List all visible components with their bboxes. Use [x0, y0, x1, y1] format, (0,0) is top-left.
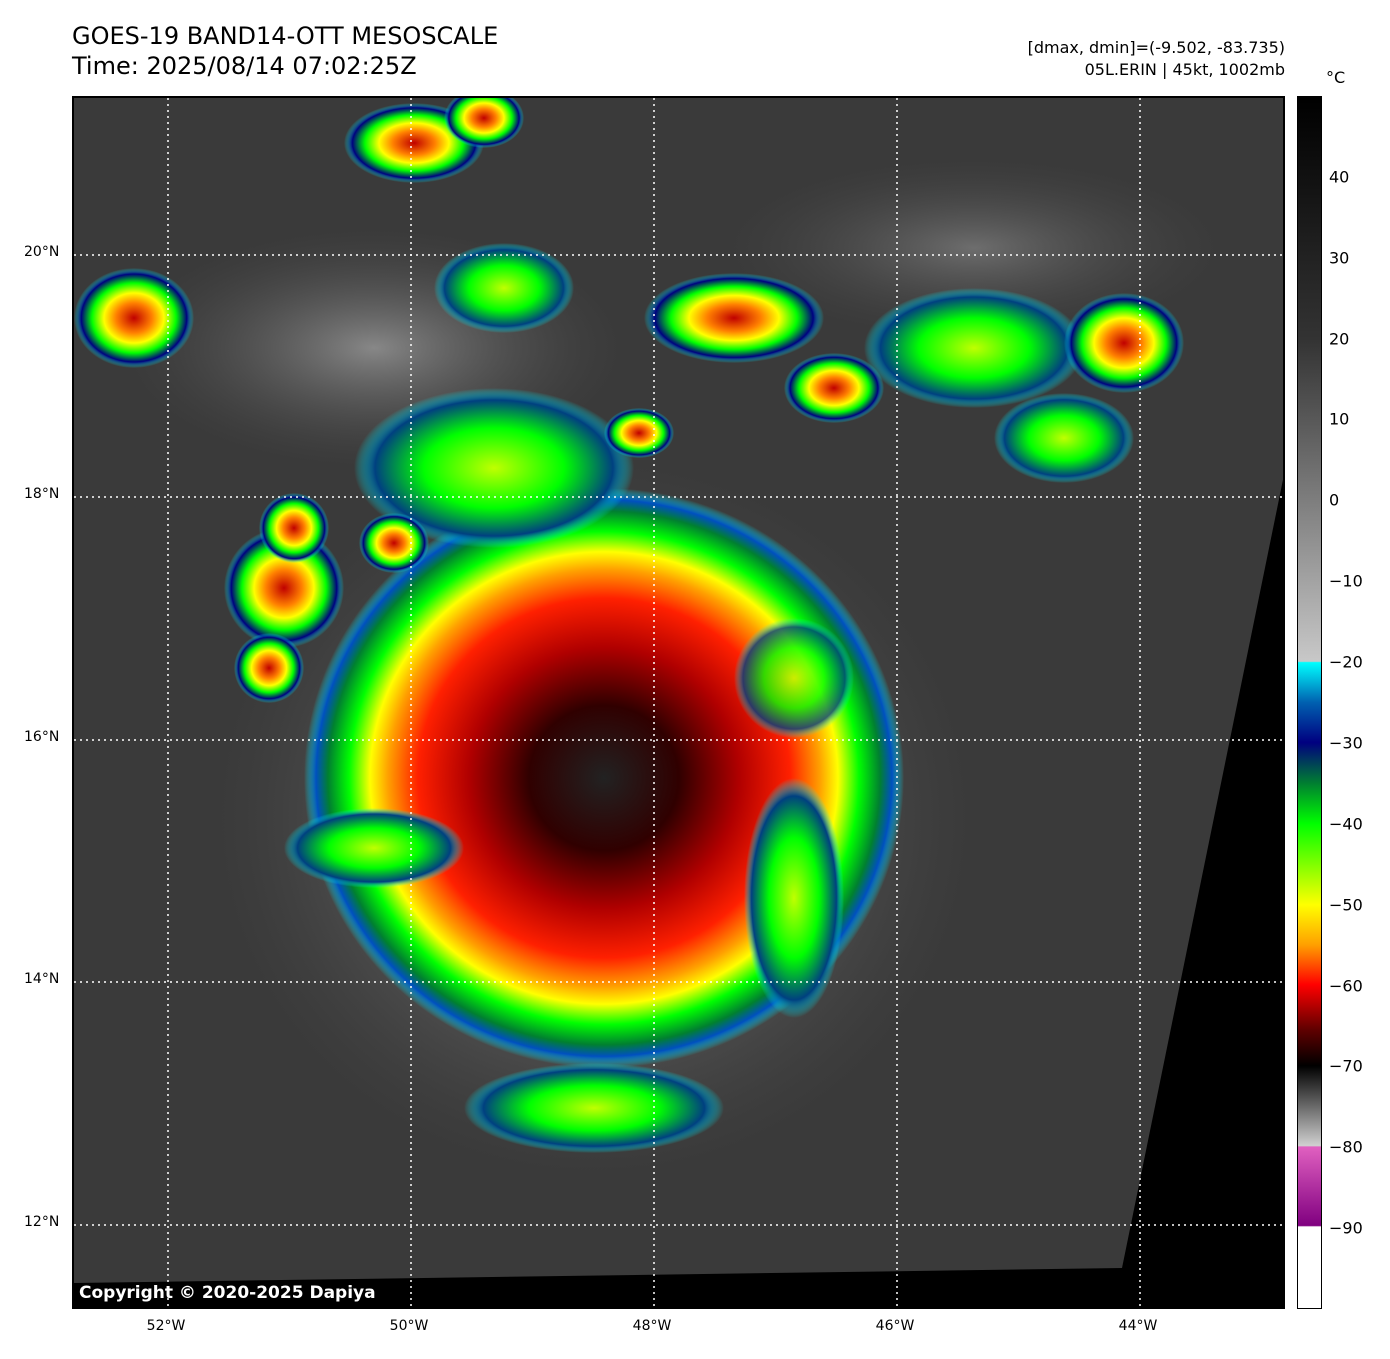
- image-title: GOES-19 BAND14-OTT MESOSCALE: [72, 22, 499, 50]
- lon-label: 46°W: [875, 1318, 915, 1334]
- colorbar-tick-label: −20: [1329, 652, 1363, 672]
- colorbar-tick-label: −60: [1329, 976, 1363, 996]
- satellite-imagery: [74, 98, 1283, 1307]
- colorbar-tick-label: 10: [1329, 409, 1350, 429]
- lat-label: 12°N: [24, 1214, 60, 1230]
- storm-info: 05L.ERIN | 45kt, 1002mb: [1084, 60, 1285, 79]
- lat-label: 18°N: [24, 486, 60, 502]
- copyright-text: Copyright © 2020-2025 Dapiya: [79, 1283, 376, 1303]
- colorbar-tick-label: 0: [1329, 490, 1340, 510]
- colorbar-tick-label: −90: [1329, 1218, 1363, 1238]
- image-time: Time: 2025/08/14 07:02:25Z: [72, 52, 417, 80]
- satellite-map: Copyright © 2020-2025 Dapiya: [72, 96, 1285, 1309]
- lon-label: 44°W: [1118, 1318, 1158, 1334]
- colorbar-unit: °C: [1326, 68, 1346, 87]
- lat-label: 16°N: [24, 729, 60, 745]
- colorbar-tick-label: −40: [1329, 814, 1363, 834]
- colorbar-tick-label: 40: [1329, 167, 1350, 187]
- lon-label: 50°W: [389, 1318, 429, 1334]
- colorbar-tick-label: 30: [1329, 248, 1350, 268]
- colorbar-tick-label: −10: [1329, 571, 1363, 591]
- lon-label: 52°W: [146, 1318, 186, 1334]
- lon-label: 48°W: [632, 1318, 672, 1334]
- colorbar-tick-label: −50: [1329, 895, 1363, 915]
- lat-label: 14°N: [24, 971, 60, 987]
- colorbar-tick-label: 20: [1329, 329, 1350, 349]
- graticule: [74, 98, 1283, 1307]
- lat-label: 20°N: [24, 244, 60, 260]
- colorbar: [1297, 96, 1322, 1309]
- dmax-dmin-readout: [dmax, dmin]=(-9.502, -83.735): [1027, 38, 1285, 57]
- colorbar-tick-label: −70: [1329, 1056, 1363, 1076]
- colorbar-tick-label: −30: [1329, 733, 1363, 753]
- colorbar-tick-label: −80: [1329, 1137, 1363, 1157]
